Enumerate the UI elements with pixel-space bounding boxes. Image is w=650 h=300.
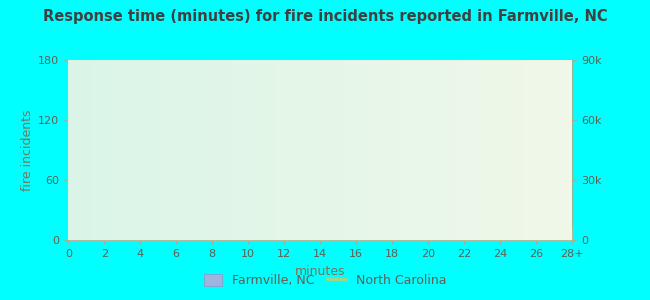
- Text: City-Data.com: City-Data.com: [421, 89, 505, 103]
- Legend: Farmville, NC, North Carolina: Farmville, NC, North Carolina: [198, 269, 452, 292]
- Text: Response time (minutes) for fire incidents reported in Farmville, NC: Response time (minutes) for fire inciden…: [43, 9, 607, 24]
- Y-axis label: fire incidents: fire incidents: [21, 109, 34, 191]
- X-axis label: minutes: minutes: [295, 265, 345, 278]
